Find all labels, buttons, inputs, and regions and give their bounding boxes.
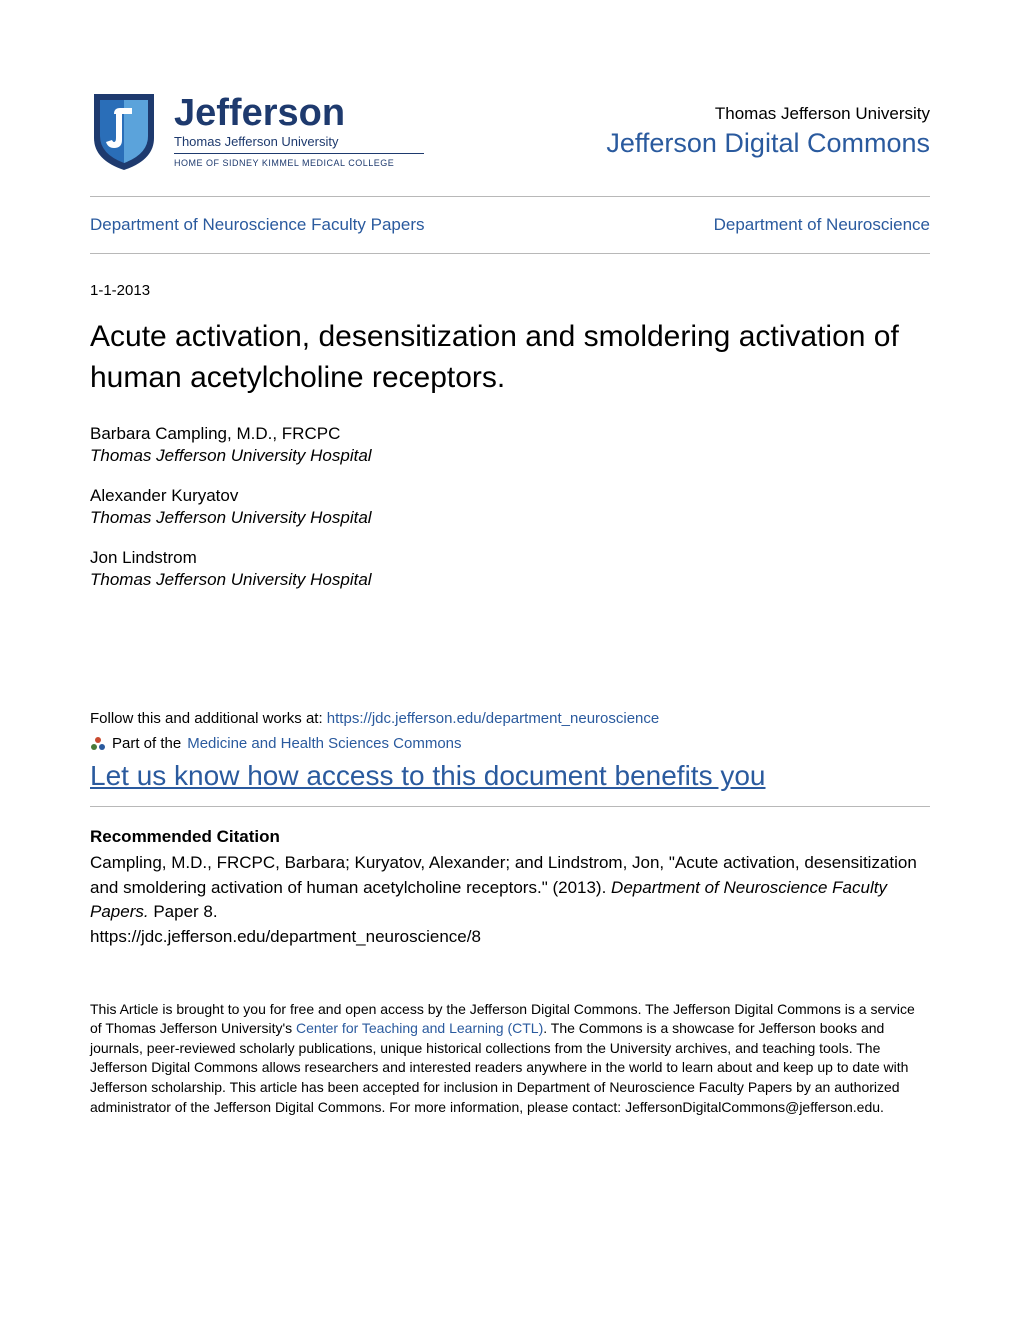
citation-section: Recommended Citation Campling, M.D., FRC… [90,827,930,950]
university-name: Thomas Jefferson University [606,104,930,124]
citation-heading: Recommended Citation [90,827,930,847]
follow-url-link[interactable]: https://jdc.jefferson.edu/department_neu… [327,710,659,727]
breadcrumb-right-link[interactable]: Department of Neuroscience [714,215,930,235]
footer-text: This Article is brought to you for free … [90,1000,930,1118]
part-of-prefix: Part of the [112,735,181,752]
logo-subtitle-2: HOME OF SIDNEY KIMMEL MEDICAL COLLEGE [174,158,424,168]
part-of-link[interactable]: Medicine and Health Sciences Commons [187,735,461,752]
breadcrumb-left-link[interactable]: Department of Neuroscience Faculty Paper… [90,215,425,235]
publication-date: 1-1-2013 [90,282,930,299]
shield-icon [90,90,158,172]
commons-link[interactable]: Jefferson Digital Commons [606,128,930,158]
network-icon [90,736,106,752]
author-block-3: Jon Lindstrom Thomas Jefferson Universit… [90,548,930,590]
author-name: Jon Lindstrom [90,548,930,568]
author-affiliation: Thomas Jefferson University Hospital [90,508,930,528]
author-name: Barbara Campling, M.D., FRCPC [90,424,930,444]
author-affiliation: Thomas Jefferson University Hospital [90,446,930,466]
author-block-2: Alexander Kuryatov Thomas Jefferson Univ… [90,486,930,528]
article-title: Acute activation, desensitization and sm… [90,317,930,398]
page-header: Jefferson Thomas Jefferson University HO… [90,90,930,197]
follow-prefix: Follow this and additional works at: [90,710,327,727]
benefits-link[interactable]: Let us know how access to this document … [90,760,766,791]
logo-block: Jefferson Thomas Jefferson University HO… [90,90,424,172]
logo-text-block: Jefferson Thomas Jefferson University HO… [174,94,424,168]
logo-title: Jefferson [174,94,424,132]
logo-subtitle-1: Thomas Jefferson University [174,134,424,149]
logo-divider [174,153,424,154]
citation-part2: Paper 8. [149,902,218,921]
footer-ctl-link[interactable]: Center for Teaching and Learning (CTL) [296,1020,543,1036]
author-name: Alexander Kuryatov [90,486,930,506]
part-of-line: Part of the Medicine and Health Sciences… [90,735,930,752]
author-block-1: Barbara Campling, M.D., FRCPC Thomas Jef… [90,424,930,466]
follow-section: Follow this and additional works at: htt… [90,710,930,807]
follow-line: Follow this and additional works at: htt… [90,710,930,727]
citation-url: https://jdc.jefferson.edu/department_neu… [90,927,481,946]
header-right: Thomas Jefferson University Jefferson Di… [606,104,930,159]
breadcrumb-row: Department of Neuroscience Faculty Paper… [90,197,930,254]
citation-text: Campling, M.D., FRCPC, Barbara; Kuryatov… [90,851,930,950]
author-affiliation: Thomas Jefferson University Hospital [90,570,930,590]
